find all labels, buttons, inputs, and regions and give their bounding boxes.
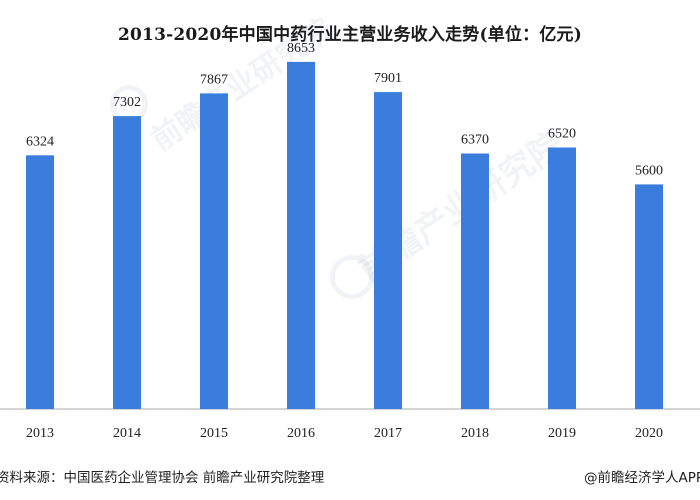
value-label-2017: 7901 xyxy=(374,71,402,86)
bar-2017 xyxy=(374,92,402,409)
bar-2020 xyxy=(635,184,663,409)
bar-2019 xyxy=(548,147,576,409)
bar-2015 xyxy=(200,93,228,410)
value-label-2013: 6324 xyxy=(26,134,54,149)
value-label-2019: 6520 xyxy=(548,127,576,142)
x-tick-label-2013: 2013 xyxy=(26,426,54,441)
watermark-logo-icon xyxy=(330,255,374,299)
x-tick-label-2016: 2016 xyxy=(287,426,315,441)
value-label-2015: 7867 xyxy=(200,72,228,87)
x-tick-label-2020: 2020 xyxy=(635,426,663,441)
x-tick-label-2017: 2017 xyxy=(374,426,402,441)
chart-title: 2013-2020年中国中药行业主营业务收入走势(单位：亿元) xyxy=(118,25,582,45)
x-tick-label-2018: 2018 xyxy=(461,426,489,441)
bar-2018 xyxy=(461,153,489,409)
value-label-2016: 8653 xyxy=(287,41,315,56)
x-tick-label-2015: 2015 xyxy=(200,426,228,441)
bars-group xyxy=(26,61,663,410)
source-note: 资料来源：中国医药企业管理协会 前瞻产业研究院整理 xyxy=(0,470,325,486)
value-label-2020: 5600 xyxy=(635,163,663,178)
x-tick-labels-group: 2013 2014 2015 2016 2017 2018 2019 2020 xyxy=(26,426,663,441)
value-label-2014: 7302 xyxy=(113,95,141,110)
value-label-2018: 6370 xyxy=(461,133,489,148)
bar-2016 xyxy=(287,61,315,410)
value-labels-group: 6324 7302 7867 8653 7901 6370 6520 5600 xyxy=(26,41,663,178)
x-tick-label-2014: 2014 xyxy=(113,426,141,441)
bar-2014 xyxy=(113,116,141,409)
bar-2013 xyxy=(26,155,54,409)
credit-note: @前瞻经济学人APP xyxy=(583,470,700,486)
x-tick-label-2019: 2019 xyxy=(548,426,576,441)
